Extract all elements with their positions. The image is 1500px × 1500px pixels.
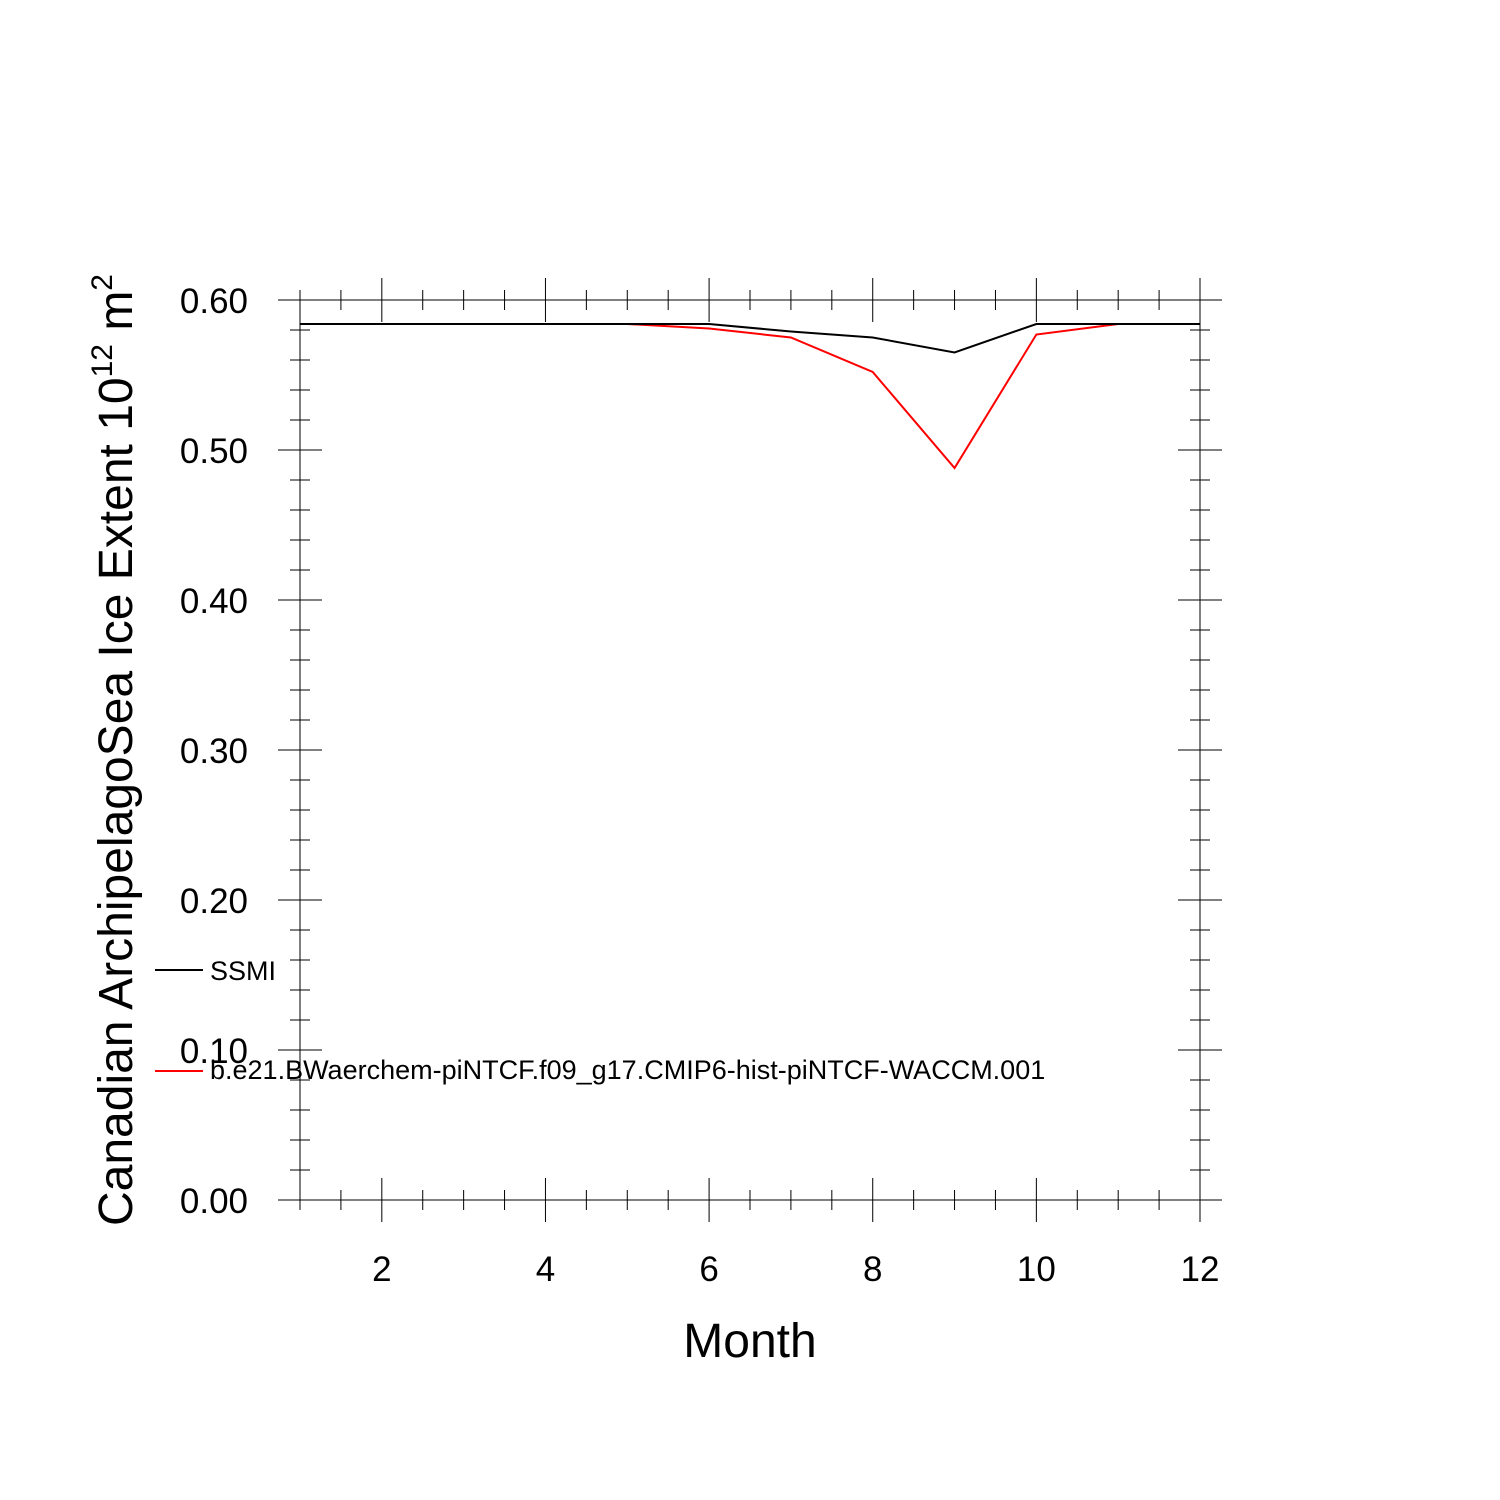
y-axis-title-exponent: 12 bbox=[86, 344, 119, 377]
y-tick-label: 0.40 bbox=[180, 582, 248, 621]
x-tick-label: 12 bbox=[1181, 1250, 1220, 1289]
plot-frame bbox=[299, 299, 1201, 1201]
x-axis-title: Month bbox=[683, 1315, 816, 1368]
y-tick-label: 0.00 bbox=[180, 1182, 248, 1221]
y-tick-label: 0.10 bbox=[180, 1032, 248, 1071]
y-tick-label: 0.20 bbox=[180, 882, 248, 921]
y-axis-title-unit: m bbox=[90, 291, 143, 344]
legend-label-ssmi: SSMI bbox=[210, 956, 276, 986]
x-tick-label: 2 bbox=[372, 1250, 391, 1289]
legend-label-model: b.e21.BWaerchem-piNTCF.f09_g17.CMIP6-his… bbox=[210, 1055, 1045, 1085]
y-tick-label: 0.50 bbox=[180, 432, 248, 471]
series-line-model bbox=[300, 323, 1200, 470]
y-axis-title: Canadian ArchipelagoSea Ice Extent 1012 … bbox=[86, 274, 143, 1226]
y-tick-label: 0.30 bbox=[180, 732, 248, 771]
series-line-ssmi bbox=[300, 323, 1200, 354]
x-tick-label: 10 bbox=[1017, 1250, 1056, 1289]
y-tick-label: 0.60 bbox=[180, 282, 248, 321]
legend: SSMI b.e21.BWaerchem-piNTCF.f09_g17.CMIP… bbox=[155, 956, 1045, 1085]
series-lines bbox=[300, 323, 1200, 470]
legend-item-model: b.e21.BWaerchem-piNTCF.f09_g17.CMIP6-his… bbox=[155, 1055, 1045, 1085]
x-tick-label: 6 bbox=[699, 1250, 718, 1289]
x-tick-label: 4 bbox=[536, 1250, 555, 1289]
y-axis-title-main: Canadian ArchipelagoSea Ice Extent 10 bbox=[90, 377, 143, 1226]
x-tick-label: 8 bbox=[863, 1250, 882, 1289]
tick-labels: 2 4 6 8 10 12 0.00 0.10 0.20 0.30 0.40 0.50 0.60 bbox=[180, 282, 1220, 1289]
legend-item-ssmi: SSMI bbox=[155, 956, 276, 986]
y-axis-title-unit-exponent: 2 bbox=[86, 274, 119, 291]
